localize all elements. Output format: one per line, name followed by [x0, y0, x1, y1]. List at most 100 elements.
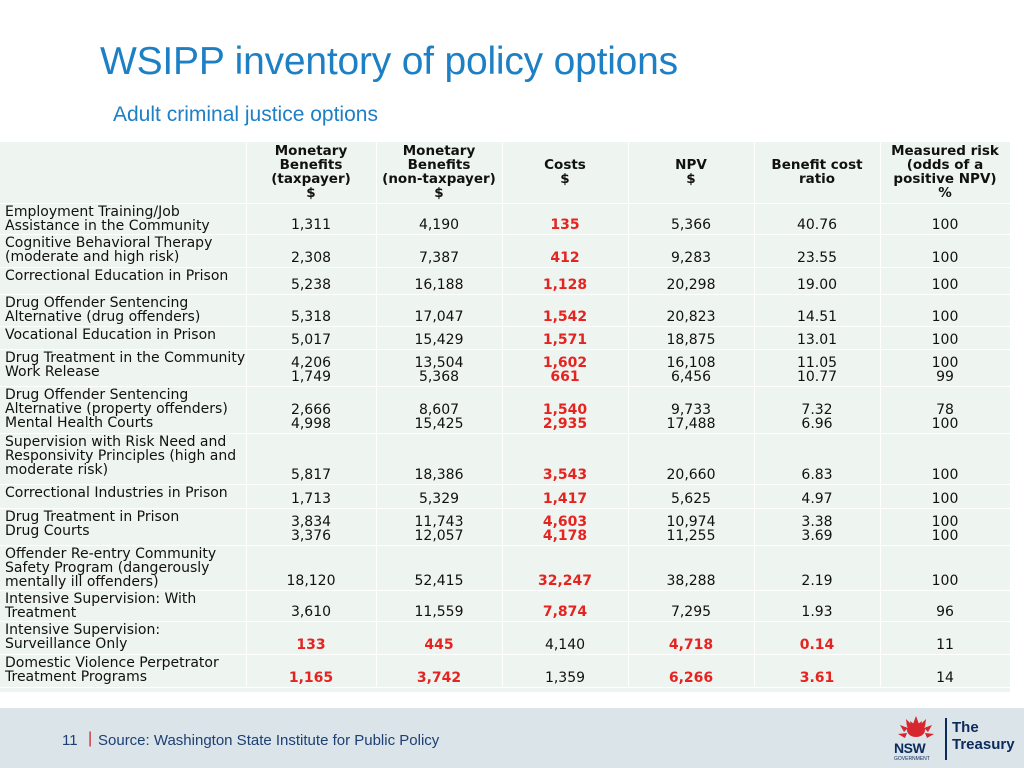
source-note: Source: Washington State Institute for P…: [98, 732, 440, 749]
value-cell: 40.76: [754, 203, 881, 235]
value-cell: 7,874: [502, 590, 629, 622]
value-cell: 1,311: [246, 203, 377, 235]
policy-name-cell: Drug Treatment in Prison Drug Courts: [0, 508, 247, 546]
value-cell: 100 99: [880, 349, 1011, 387]
value-cell: 19.00: [754, 267, 881, 295]
value-cell: 5,318: [246, 294, 377, 327]
column-header: Measured risk (odds of a positive NPV) %: [880, 142, 1011, 204]
table-row: Correctional Industries in Prison 1,713 5,…: [0, 484, 1011, 509]
table-row: Correctional Education in Prison 5,238 16,…: [0, 267, 1011, 295]
logo-nsw-text: NSW: [894, 740, 926, 756]
policy-name-cell: Employment Training/Job Assistance in th…: [0, 203, 247, 235]
column-header: Benefit cost ratio: [754, 142, 881, 204]
header-cell-blank: [0, 142, 247, 204]
value-cell: 1,602 661: [502, 349, 629, 387]
value-cell: 7.32 6.96: [754, 386, 881, 434]
table-row: Employment Training/Job Assistance in th…: [0, 203, 1011, 235]
value-cell: 1,359: [502, 654, 629, 688]
value-cell: 7,387: [376, 234, 503, 268]
policy-name-cell: Correctional Industries in Prison: [0, 484, 247, 509]
nsw-treasury-logo: NSW GOVERNMENT The Treasury: [892, 714, 1018, 764]
value-cell: 100: [880, 234, 1011, 268]
value-cell: 6,266: [628, 654, 755, 688]
table-row: Supervision with Risk Need and Responsiv…: [0, 433, 1011, 485]
value-cell: 3,742: [376, 654, 503, 688]
value-cell: 1,571: [502, 326, 629, 350]
value-cell: 5,329: [376, 484, 503, 509]
value-cell: 100: [880, 294, 1011, 327]
table-row: Offender Re-entry Community Safety Progr…: [0, 545, 1011, 591]
value-cell: 18,875: [628, 326, 755, 350]
value-cell: 11,743 12,057: [376, 508, 503, 546]
value-cell: 5,238: [246, 267, 377, 295]
table-row: Vocational Education in Prison 5,017 15,42…: [0, 326, 1011, 350]
value-cell: 2.19: [754, 545, 881, 591]
value-cell: 3,834 3,376: [246, 508, 377, 546]
policy-name-cell: Drug Treatment in the Community Work Rel…: [0, 349, 247, 387]
policy-options-table: Monetary Benefits (taxpayer) $ Monetary B…: [0, 142, 1011, 688]
policy-name-cell: Intensive Supervision: Surveillance Only: [0, 621, 247, 655]
value-cell: 11,559: [376, 590, 503, 622]
value-cell: 8,607 15,425: [376, 386, 503, 434]
value-cell: 7,295: [628, 590, 755, 622]
value-cell: 5,625: [628, 484, 755, 509]
table-row: Cognitive Behavioral Therapy (moderate a…: [0, 234, 1011, 268]
value-cell: 18,120: [246, 545, 377, 591]
value-cell: 412: [502, 234, 629, 268]
value-cell: 1,165: [246, 654, 377, 688]
value-cell: 9,283: [628, 234, 755, 268]
value-cell: 100: [880, 267, 1011, 295]
value-cell: 1,128: [502, 267, 629, 295]
value-cell: 100: [880, 326, 1011, 350]
value-cell: 100: [880, 433, 1011, 485]
value-cell: 3,610: [246, 590, 377, 622]
slide-subtitle: Adult criminal justice options: [113, 103, 378, 126]
table-row: Drug Treatment in Prison Drug Courts 3,83…: [0, 508, 1011, 546]
table-row: Drug Offender Sentencing Alternative (pr…: [0, 386, 1011, 434]
slide-title: WSIPP inventory of policy options: [100, 40, 678, 83]
value-cell: 14: [880, 654, 1011, 688]
policy-name-cell: Offender Re-entry Community Safety Progr…: [0, 545, 247, 591]
value-cell: 20,823: [628, 294, 755, 327]
page-number: 11: [62, 732, 78, 749]
waratah-flower-icon: [898, 716, 934, 738]
policy-name-cell: Intensive Supervision: With Treatment: [0, 590, 247, 622]
policy-name-cell: Supervision with Risk Need and Responsiv…: [0, 433, 247, 485]
value-cell: 18,386: [376, 433, 503, 485]
value-cell: 13.01: [754, 326, 881, 350]
value-cell: 11: [880, 621, 1011, 655]
value-cell: 4,190: [376, 203, 503, 235]
policy-name-cell: Drug Offender Sentencing Alternative (pr…: [0, 386, 247, 434]
logo-divider: [945, 718, 947, 760]
value-cell: 5,817: [246, 433, 377, 485]
policy-name-cell: Domestic Violence Perpetrator Treatment …: [0, 654, 247, 688]
column-header: NPV $: [628, 142, 755, 204]
value-cell: 13,504 5,368: [376, 349, 503, 387]
value-cell: 5,017: [246, 326, 377, 350]
value-cell: 20,298: [628, 267, 755, 295]
value-cell: 100: [880, 203, 1011, 235]
column-header: Monetary Benefits (non-taxpayer) $: [376, 142, 503, 204]
table-row: Intensive Supervision: With Treatment 3,6…: [0, 590, 1011, 622]
value-cell: 78 100: [880, 386, 1011, 434]
column-header: Costs $: [502, 142, 629, 204]
value-cell: 96: [880, 590, 1011, 622]
table-row: Intensive Supervision: Surveillance Only…: [0, 621, 1011, 655]
value-cell: 15,429: [376, 326, 503, 350]
value-cell: 32,247: [502, 545, 629, 591]
value-cell: 100: [880, 545, 1011, 591]
value-cell: 14.51: [754, 294, 881, 327]
value-cell: 100: [880, 484, 1011, 509]
value-cell: 5,366: [628, 203, 755, 235]
footer: 11 | Source: Washington State Institute …: [0, 708, 1024, 768]
value-cell: 38,288: [628, 545, 755, 591]
value-cell: 445: [376, 621, 503, 655]
policy-name-cell: Cognitive Behavioral Therapy (moderate a…: [0, 234, 247, 268]
logo-wordmark: The Treasury: [952, 719, 1015, 753]
value-cell: 23.55: [754, 234, 881, 268]
value-cell: 6.83: [754, 433, 881, 485]
value-cell: 2,308: [246, 234, 377, 268]
value-cell: 16,188: [376, 267, 503, 295]
value-cell: 4,718: [628, 621, 755, 655]
value-cell: 9,733 17,488: [628, 386, 755, 434]
